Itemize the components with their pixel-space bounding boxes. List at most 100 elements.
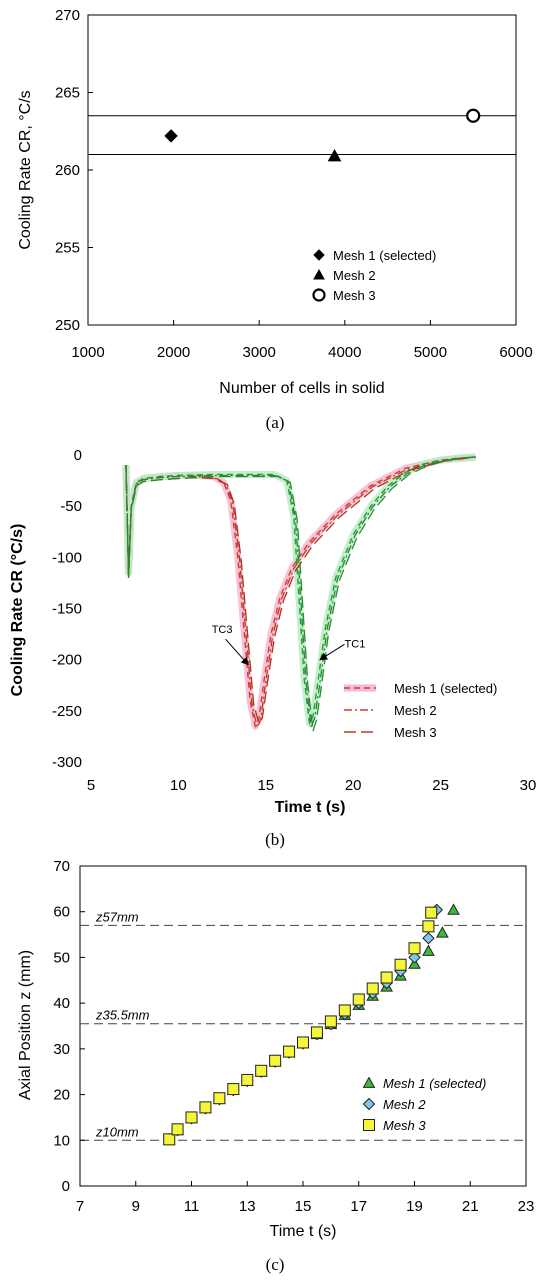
legend-marker-a (313, 249, 325, 261)
chart-panel-b: 5 10 15 20 25 30 0 -50 -100 -150 -200 -250 -300 TC3… (9, 447, 536, 849)
panel-label-a: (a) (266, 413, 285, 432)
y-tick-label-b: 0 (74, 447, 82, 464)
x-tick-label-a: 4000 (328, 344, 361, 361)
x-tick-label-a: 6000 (499, 344, 532, 361)
plot-frame-a (87, 14, 517, 326)
annotation-arrow-tc3 (225, 638, 249, 666)
data-point-a (327, 149, 342, 162)
x-tick-label-c: 15 (295, 1198, 312, 1215)
y-tick-label-a: 250 (55, 317, 80, 334)
y-tick-label-c: 10 (53, 1132, 70, 1149)
reference-line-label-c: z35.5mm (95, 1008, 150, 1023)
x-tick-label-a: 5000 (414, 344, 447, 361)
reference-line-label-c: z10mm (95, 1124, 139, 1139)
annotation-arrow-tc1 (319, 643, 345, 661)
legend-marker-a (312, 288, 326, 302)
y-tick-label-c: 60 (53, 904, 70, 921)
data-point-c (436, 926, 449, 938)
y-tick-label-b: -200 (52, 652, 82, 669)
x-tick-label-b: 10 (170, 777, 187, 794)
data-point-c (310, 1026, 323, 1039)
data-point-c (283, 1045, 296, 1058)
y-tick-label-a: 265 (55, 85, 80, 102)
data-point-c (352, 993, 365, 1006)
data-point-c (394, 958, 407, 971)
legend-marker-c (362, 1076, 376, 1088)
y-tick-label-c: 20 (53, 1087, 70, 1104)
x-tick-label-b: 15 (257, 777, 274, 794)
y-axis-label-c: Axial Position z (mm) (17, 950, 34, 1100)
data-point-c (425, 906, 438, 919)
data-point-c (366, 982, 379, 995)
legend-label-c: Mesh 1 (selected) (383, 1076, 486, 1091)
y-axis-label-b: Cooling Rate CR (°C/s) (9, 524, 26, 697)
y-tick-label-c: 0 (62, 1178, 70, 1195)
panel-label-c: (c) (266, 1255, 285, 1274)
x-axis-label-b: Time t (s) (275, 799, 346, 816)
x-tick-label-c: 13 (239, 1198, 256, 1215)
y-tick-label-b: -250 (52, 703, 82, 720)
data-point-a (164, 129, 178, 143)
legend-label-b: Mesh 3 (394, 725, 437, 740)
data-point-c (185, 1111, 198, 1124)
data-point-c (269, 1054, 282, 1067)
y-tick-label-c: 70 (53, 858, 70, 875)
chart-panel-a: 1000 2000 3000 4000 5000 6000 250 255 260 265 270… (17, 7, 533, 432)
reference-line-label-c: z57mm (95, 909, 139, 924)
y-tick-label-a: 270 (55, 7, 80, 24)
series-line-b (125, 456, 476, 729)
data-point-c (324, 1015, 337, 1028)
y-tick-label-c: 30 (53, 1041, 70, 1058)
data-point-c (422, 932, 435, 945)
legend-marker-a (313, 268, 325, 280)
x-tick-label-b: 5 (87, 777, 95, 794)
data-point-c (422, 944, 435, 956)
data-point-c (163, 1133, 176, 1146)
data-point-c (338, 1004, 351, 1017)
data-point-c (447, 903, 460, 915)
data-point-a (466, 108, 481, 123)
data-point-c (171, 1123, 184, 1136)
legend-label-a: Mesh 3 (333, 288, 376, 303)
legend-label-a: Mesh 1 (selected) (333, 248, 436, 263)
legend-marker-c (362, 1097, 376, 1111)
x-tick-label-b: 20 (345, 777, 362, 794)
x-tick-label-a: 1000 (71, 344, 104, 361)
y-tick-label-a: 260 (55, 162, 80, 179)
x-tick-label-c: 23 (518, 1198, 535, 1215)
x-tick-label-c: 19 (406, 1198, 423, 1215)
y-tick-label-b: -300 (52, 754, 82, 771)
x-axis-label-a: Number of cells in solid (219, 380, 384, 397)
x-tick-label-c: 7 (76, 1198, 84, 1215)
x-tick-label-b: 25 (432, 777, 449, 794)
x-tick-label-c: 9 (132, 1198, 140, 1215)
legend-label-b: Mesh 2 (394, 703, 437, 718)
data-point-c (408, 951, 421, 964)
data-point-c (422, 920, 435, 933)
x-tick-label-c: 21 (462, 1198, 479, 1215)
data-point-c (380, 971, 393, 984)
x-tick-label-a: 2000 (157, 344, 190, 361)
data-point-c (255, 1064, 268, 1077)
legend-label-c: Mesh 3 (383, 1118, 426, 1133)
series-line-b (125, 456, 476, 726)
data-point-c (227, 1083, 240, 1096)
annotation-label-b: TC3 (212, 624, 233, 636)
x-axis-label-c: Time t (s) (270, 1223, 337, 1240)
x-tick-label-c: 11 (184, 1198, 200, 1215)
annotation-label-b: TC1 (345, 638, 366, 650)
y-tick-label-b: -100 (52, 549, 82, 566)
data-point-c (297, 1036, 309, 1049)
y-axis-label-a: Cooling Rate CR, °C/s (17, 90, 34, 249)
x-tick-label-b: 30 (520, 777, 537, 794)
y-tick-label-c: 50 (53, 949, 70, 966)
panel-label-b: (b) (265, 830, 285, 849)
legend-label-b: Mesh 1 (selected) (394, 681, 497, 696)
x-tick-label-c: 17 (350, 1198, 367, 1215)
legend-label-a: Mesh 2 (333, 268, 376, 283)
series-line-b (125, 456, 476, 732)
y-tick-label-a: 255 (55, 240, 80, 257)
chart-panel-c: z57mm z35.5mm z10mm 7 9 11 13 15 17 19 21 23 0 10 20… (17, 858, 534, 1274)
data-point-c (241, 1073, 254, 1086)
